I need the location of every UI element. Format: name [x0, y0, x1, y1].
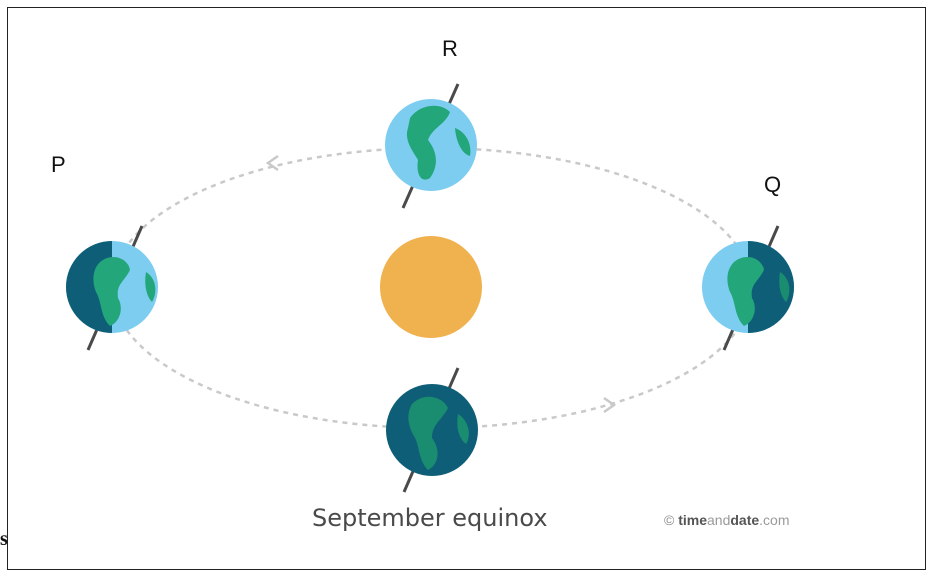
diagram-caption: September equinox	[312, 504, 548, 532]
earth-q	[702, 225, 794, 351]
edge-letter: s	[0, 528, 8, 550]
earth-bottom	[386, 367, 478, 493]
earth-r	[385, 83, 477, 209]
label-q: Q	[764, 172, 782, 197]
label-p: P	[51, 152, 66, 177]
sun	[380, 236, 482, 338]
credit-part-and: and	[707, 512, 731, 528]
credit-part-com: .com	[759, 512, 790, 528]
orbit-arrow-top	[265, 154, 279, 172]
earth-p	[66, 225, 158, 351]
credit-part-time: time	[678, 512, 708, 528]
orbit-arrow-bottom	[603, 396, 617, 414]
label-r: R	[442, 36, 458, 61]
source-credit: © timeanddate.com	[664, 512, 790, 528]
copyright-symbol: ©	[664, 512, 675, 528]
credit-part-date: date	[730, 512, 760, 528]
